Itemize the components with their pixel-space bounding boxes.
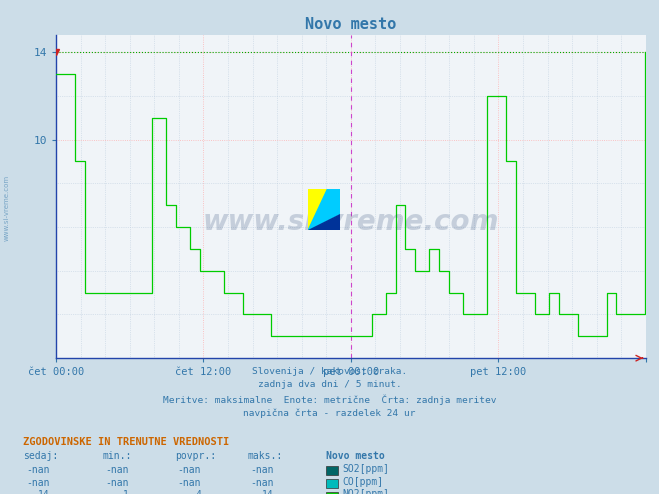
Text: CO[ppm]: CO[ppm] <box>342 477 383 487</box>
Text: -nan: -nan <box>250 478 273 488</box>
Polygon shape <box>308 189 328 230</box>
Text: -nan: -nan <box>26 465 49 475</box>
Text: -nan: -nan <box>105 465 129 475</box>
Text: Slovenija / kakovost zraka.: Slovenija / kakovost zraka. <box>252 367 407 375</box>
Text: navpična črta - razdelek 24 ur: navpična črta - razdelek 24 ur <box>243 408 416 417</box>
Text: www.si-vreme.com: www.si-vreme.com <box>3 174 10 241</box>
Text: 1: 1 <box>123 491 129 494</box>
Text: -nan: -nan <box>250 465 273 475</box>
Text: NO2[ppm]: NO2[ppm] <box>342 490 389 494</box>
Text: ZGODOVINSKE IN TRENUTNE VREDNOSTI: ZGODOVINSKE IN TRENUTNE VREDNOSTI <box>23 437 229 447</box>
Text: 14: 14 <box>262 491 273 494</box>
Text: sedaj:: sedaj: <box>23 452 58 461</box>
Polygon shape <box>308 213 340 230</box>
Text: SO2[ppm]: SO2[ppm] <box>342 464 389 474</box>
Text: maks.:: maks.: <box>247 452 282 461</box>
Text: min.:: min.: <box>102 452 132 461</box>
Text: www.si-vreme.com: www.si-vreme.com <box>203 208 499 236</box>
Text: -nan: -nan <box>26 478 49 488</box>
Text: zadnja dva dni / 5 minut.: zadnja dva dni / 5 minut. <box>258 380 401 389</box>
Text: -nan: -nan <box>177 478 201 488</box>
Text: povpr.:: povpr.: <box>175 452 215 461</box>
Text: -nan: -nan <box>105 478 129 488</box>
Text: 14: 14 <box>38 491 49 494</box>
Text: -nan: -nan <box>177 465 201 475</box>
Polygon shape <box>308 189 340 230</box>
Title: Novo mesto: Novo mesto <box>305 17 397 32</box>
Text: 4: 4 <box>195 491 201 494</box>
Text: Meritve: maksimalne  Enote: metrične  Črta: zadnja meritev: Meritve: maksimalne Enote: metrične Črta… <box>163 394 496 405</box>
Text: Novo mesto: Novo mesto <box>326 452 385 461</box>
